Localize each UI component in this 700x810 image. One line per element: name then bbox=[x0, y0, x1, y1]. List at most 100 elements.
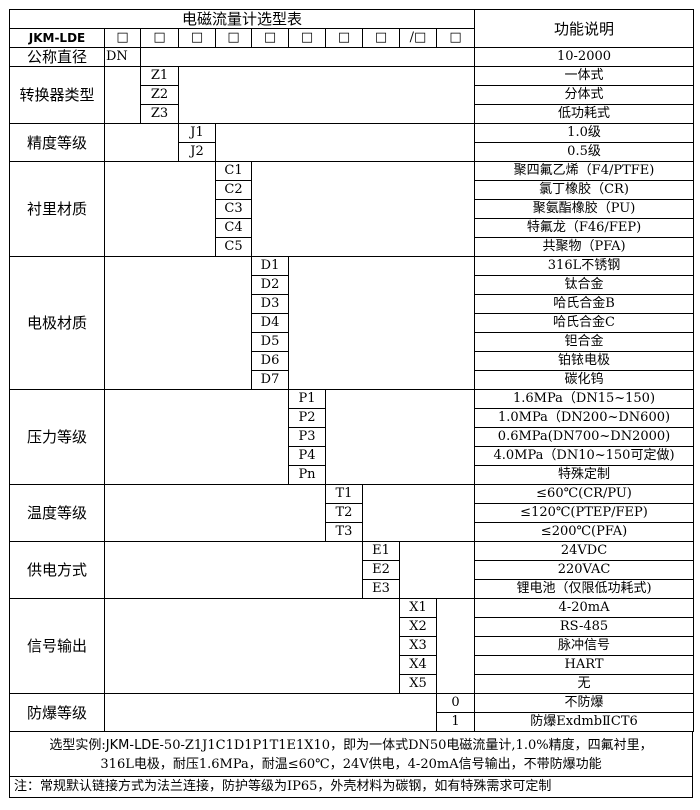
option-row: 供电方式 E1 24VDC bbox=[9, 541, 695, 599]
option-description: 分体式 bbox=[474, 85, 695, 105]
selection-table: 电磁流量计选型表 功能说明 JKM-LDE □ □ □ □ □ □ □ □/□ □ 公称直径 DN… bbox=[8, 9, 695, 732]
blank-cell bbox=[139, 47, 476, 67]
option-code: Z2 bbox=[140, 85, 179, 105]
option-code: P1 bbox=[288, 389, 326, 409]
option-row: X3 脉冲信号 bbox=[10, 636, 695, 656]
section-label: 压力等级 bbox=[9, 389, 105, 485]
selection-example: 选型实例:JKM-LDE-50-Z1J1C1D1P1T1E1X10，即为一体式D… bbox=[10, 732, 692, 776]
footer: 选型实例:JKM-LDE-50-Z1J1C1D1P1T1E1X10，即为一体式D… bbox=[9, 732, 693, 798]
option-description: 低功耗式 bbox=[474, 104, 695, 124]
option-code: C5 bbox=[215, 237, 252, 257]
option-code: 1 bbox=[435, 712, 476, 732]
option-description: RS-485 bbox=[474, 617, 695, 637]
option-code: 0 bbox=[435, 693, 476, 713]
section-label: 转换器类型 bbox=[9, 66, 105, 124]
option-code: D6 bbox=[251, 351, 289, 371]
section-label: 防爆等级 bbox=[9, 693, 105, 732]
option-code: D5 bbox=[251, 332, 289, 352]
option-description: 一体式 bbox=[474, 66, 695, 86]
option-row: 公称直径 DN 10-2000 bbox=[9, 47, 695, 67]
blank-cell bbox=[398, 541, 476, 599]
code-box-1: □ bbox=[104, 28, 141, 48]
option-code: C3 bbox=[215, 199, 252, 219]
option-description: 哈氏合金B bbox=[474, 294, 695, 314]
footer-note: 注：常规默认链接方式为法兰连接，防护等级为IP65，外壳材料为碳钢，如有特殊需求… bbox=[10, 776, 692, 797]
option-code: P3 bbox=[288, 427, 326, 447]
option-description: ≤60℃(CR/PU) bbox=[474, 484, 695, 504]
model-prefix: JKM-LDE bbox=[9, 28, 105, 48]
blank-cell bbox=[104, 541, 363, 599]
option-code: D1 bbox=[251, 256, 289, 276]
option-description: ≤120℃(PTEP/FEP) bbox=[474, 503, 695, 523]
option-row: 防爆等级 0 不防爆 bbox=[9, 693, 695, 732]
option-row: T3 ≤200℃(PFA) bbox=[10, 522, 695, 542]
option-code: X4 bbox=[399, 655, 437, 675]
option-description: 4-20mA bbox=[474, 598, 695, 618]
code-box-9: /□ bbox=[399, 28, 437, 48]
option-row: D2 钛合金 bbox=[10, 275, 695, 295]
code-box-8: □ bbox=[362, 28, 400, 48]
title-row: 电磁流量计选型表 功能说明 bbox=[8, 9, 695, 48]
option-code: D3 bbox=[251, 294, 289, 314]
blank-cell bbox=[324, 389, 476, 485]
option-code: X3 bbox=[399, 636, 437, 656]
code-box-2: □ bbox=[140, 28, 179, 48]
table-title: 电磁流量计选型表 bbox=[8, 9, 476, 29]
option-description: 10-2000 bbox=[474, 47, 695, 67]
example-line1: -50-Z1J1C1D1P1T1E1X10，即为一体式DN50电磁流量计,1.0… bbox=[159, 738, 653, 753]
option-row: C4 特氟龙（F46/FEP) bbox=[10, 218, 695, 238]
option-code: D2 bbox=[251, 275, 289, 295]
option-description: 钛合金 bbox=[474, 275, 695, 295]
option-code: T1 bbox=[325, 484, 363, 504]
option-description: 碳化钨 bbox=[474, 370, 695, 390]
option-row: 衬里材质 C1 聚四氟乙烯（F4/PTFE) bbox=[9, 161, 695, 257]
option-description: ≤200℃(PFA) bbox=[474, 522, 695, 542]
option-code: C4 bbox=[215, 218, 252, 238]
option-description: 4.0MPa（DN10~150可定做) bbox=[474, 446, 695, 466]
blank-cell bbox=[287, 256, 476, 390]
section-label: 公称直径 bbox=[9, 47, 105, 67]
option-row: 转换器类型 Z1 一体式 bbox=[9, 66, 695, 124]
option-code: Z3 bbox=[140, 104, 179, 124]
blank-cell bbox=[361, 484, 476, 542]
model-code-row: JKM-LDE □ □ □ □ □ □ □ □/□ □ bbox=[9, 28, 694, 48]
option-description: 24VDC bbox=[474, 541, 695, 561]
option-code: J1 bbox=[178, 123, 216, 143]
example-label: 选型实例: bbox=[49, 738, 106, 753]
option-code: D7 bbox=[251, 370, 289, 390]
section-label: 信号输出 bbox=[9, 598, 105, 694]
option-code: DN bbox=[104, 47, 141, 67]
section-label: 衬里材质 bbox=[9, 161, 105, 257]
option-description: 聚四氟乙烯（F4/PTFE) bbox=[474, 161, 695, 181]
option-row: Z2 分体式 bbox=[10, 85, 695, 105]
option-code: Pn bbox=[288, 465, 326, 485]
option-row: C2 氯丁橡胶（CR) bbox=[10, 180, 695, 200]
code-box-7: □ bbox=[325, 28, 363, 48]
function-header: 功能说明 bbox=[474, 9, 695, 48]
option-description: 无 bbox=[474, 674, 695, 694]
option-code: P2 bbox=[288, 408, 326, 428]
selection-table-document: 电磁流量计选型表 功能说明 JKM-LDE □ □ □ □ □ □ □ □/□ □ 公称直径 DN… bbox=[8, 9, 695, 798]
option-code: X5 bbox=[399, 674, 437, 694]
option-row: 信号输出 X1 4-20mA bbox=[9, 598, 695, 694]
section-label: 供电方式 bbox=[9, 541, 105, 599]
section-label: 精度等级 bbox=[9, 123, 105, 162]
option-description: 1.6MPa（DN15~150) bbox=[474, 389, 695, 409]
blank-cell bbox=[104, 484, 326, 542]
blank-cell bbox=[177, 66, 476, 124]
code-box-4: □ bbox=[215, 28, 252, 48]
option-description: 不防爆 bbox=[474, 693, 695, 713]
option-description: HART bbox=[474, 655, 695, 675]
option-description: 共聚物（PFA) bbox=[474, 237, 695, 257]
blank-cell bbox=[250, 161, 476, 257]
option-code: E3 bbox=[362, 579, 400, 599]
option-code: J2 bbox=[178, 142, 216, 162]
blank-cell bbox=[104, 256, 252, 390]
option-description: 220VAC bbox=[474, 560, 695, 580]
option-description: 铂铱电极 bbox=[474, 351, 695, 371]
option-code: X1 bbox=[399, 598, 437, 618]
option-code: T2 bbox=[325, 503, 363, 523]
section-label: 电极材质 bbox=[9, 256, 105, 390]
code-box-3: □ bbox=[178, 28, 216, 48]
section-label: 温度等级 bbox=[9, 484, 105, 542]
